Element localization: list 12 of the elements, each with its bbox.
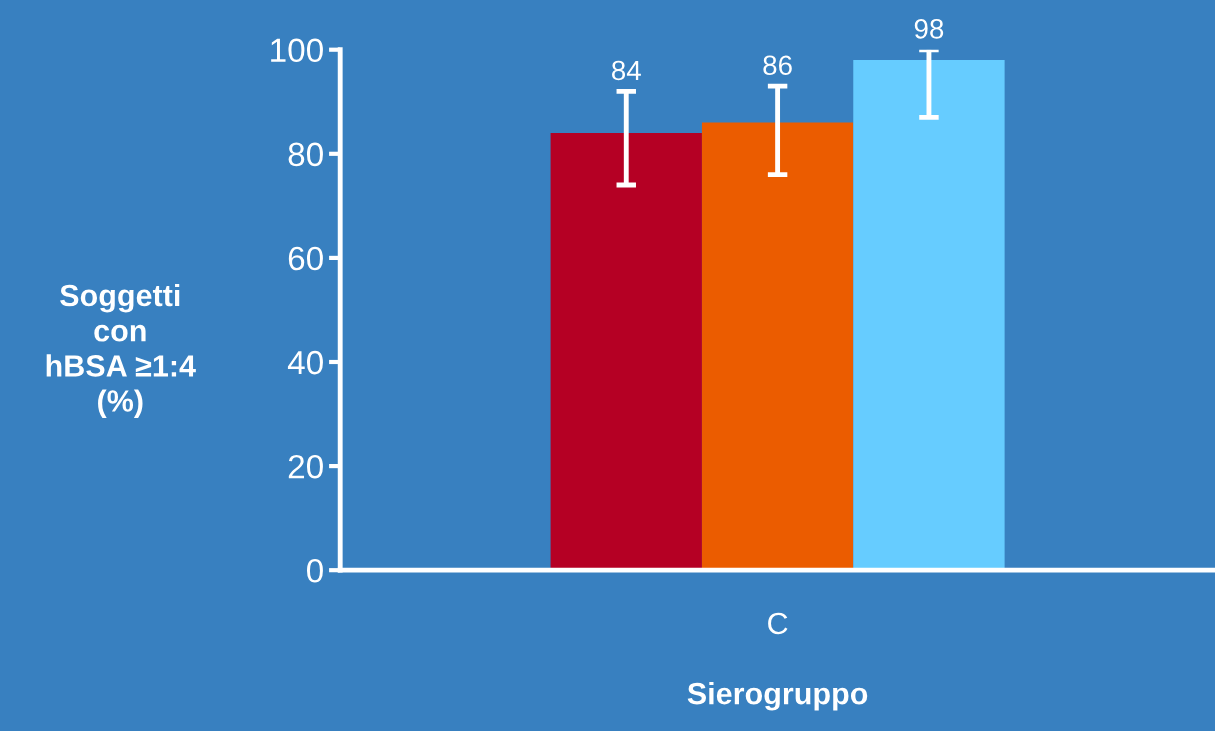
y-tick-label: 60 — [288, 246, 323, 271]
x-tick-label: C — [768, 612, 788, 635]
data-label: 86 — [763, 55, 792, 76]
data-label: 84 — [612, 60, 641, 81]
y-tick-label: 100 — [271, 38, 323, 63]
y-axis-title: Soggetti con hBSA ≥1:4 (%) — [46, 283, 196, 418]
y-tick-label: 20 — [288, 454, 323, 479]
x-axis-title: Sierogruppo — [687, 682, 868, 711]
y-tick-label: 40 — [287, 350, 323, 375]
y-tick-label: 0 — [306, 558, 323, 583]
y-tick-label: 80 — [288, 142, 323, 167]
data-label: 98 — [914, 18, 944, 39]
